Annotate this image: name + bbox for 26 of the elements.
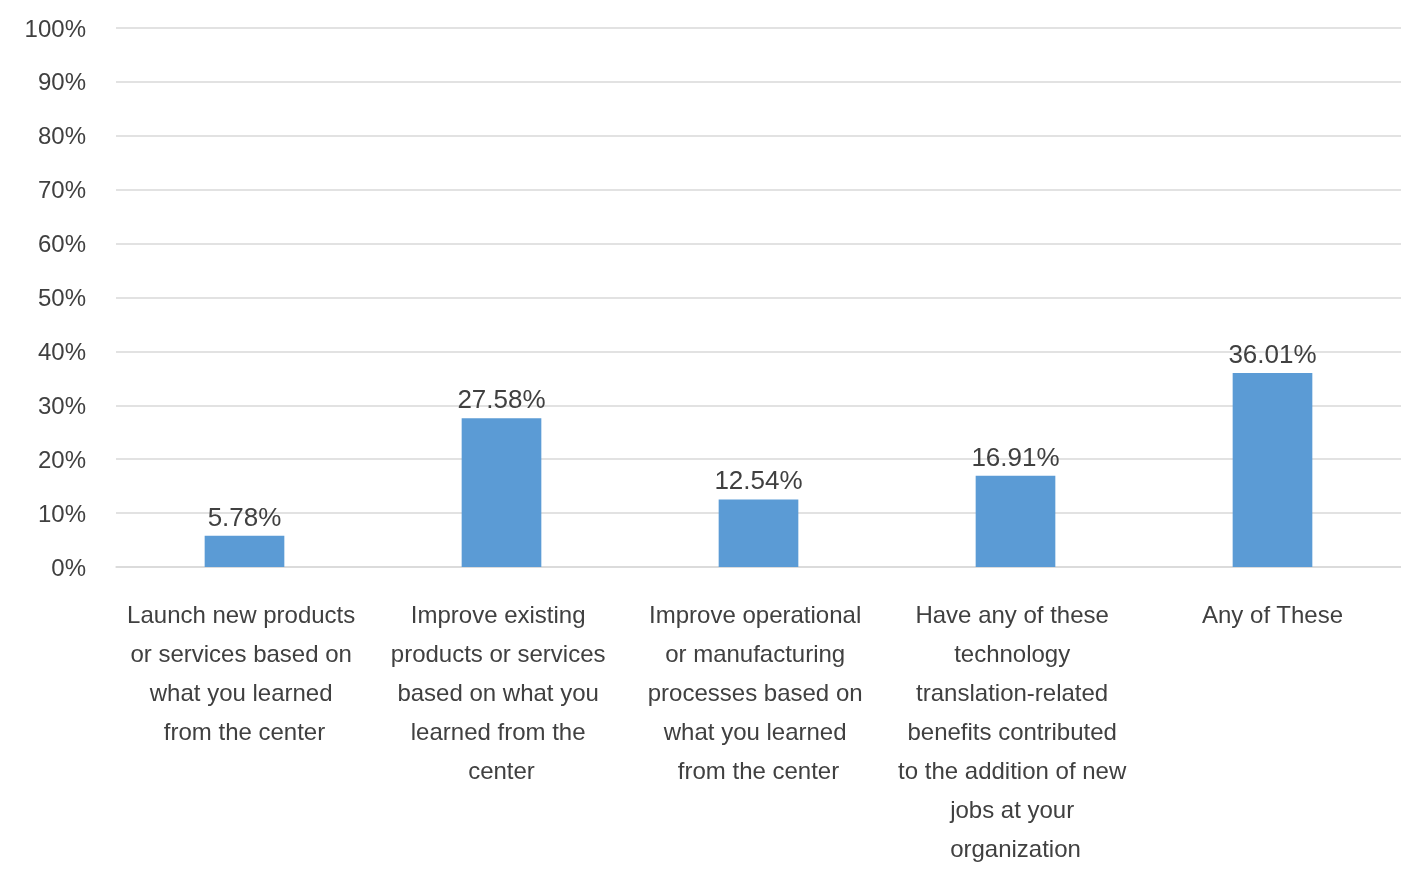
y-tick-label: 0% [51,553,86,581]
y-tick-label: 60% [37,230,86,258]
x-tick-label: Launch new products or services based on what you learned from the center [127,601,362,745]
bar [204,535,285,567]
y-tick-label: 40% [37,337,86,365]
data-label: 12.54% [714,465,803,496]
y-tick-label: 70% [37,176,86,204]
data-label: 27.58% [457,384,546,415]
x-tick-label: Have any of these technology translation-related benefits contributed to the addition of new jobs at your organization [898,601,1133,862]
data-label: 16.91% [971,441,1060,472]
bar [718,499,799,567]
y-tick-label: 50% [37,284,86,311]
data-label: 36.01% [1228,338,1317,369]
bar [1232,372,1313,567]
bar [975,475,1056,567]
y-tick-label: 20% [37,445,86,473]
data-label: 5.78% [207,501,282,532]
x-tick-label: Improve operational or manufacturing processes based on what you learned from the center [647,601,870,784]
y-tick-label: 80% [37,122,86,150]
x-tick-label: Any of These [1202,601,1343,628]
y-tick-label: 90% [37,68,86,96]
x-tick-label: Improve existing products or services based on what you learned from the center [390,601,613,784]
y-tick-label: 30% [37,391,86,419]
bar [461,418,542,567]
y-tick-label: 10% [37,499,86,527]
y-tick-label: 100% [24,14,86,42]
